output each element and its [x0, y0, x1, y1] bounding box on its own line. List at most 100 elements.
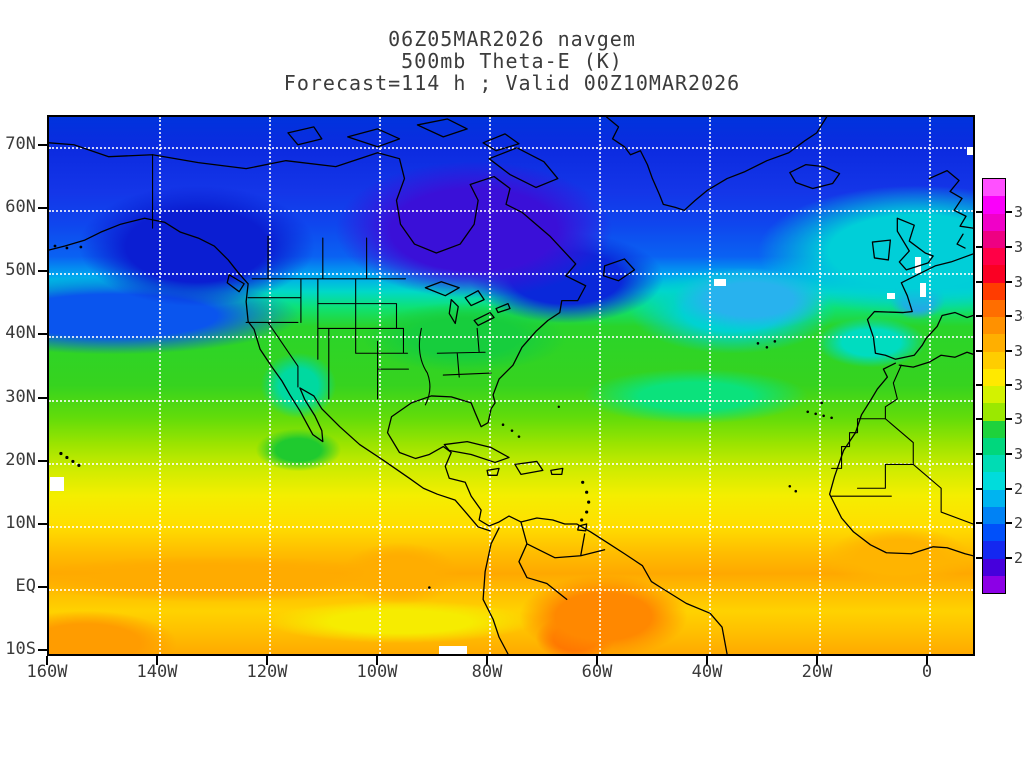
missing-data-patch	[50, 477, 64, 491]
colorbar-tick-label: 276	[1014, 548, 1024, 567]
colorbar-segment	[983, 265, 1005, 283]
island-puerto-rico	[550, 467, 564, 475]
colorbar-segment	[983, 489, 1005, 507]
lat-axis-label: EQ	[15, 576, 36, 596]
grid-line-longitude	[929, 117, 931, 654]
colorbar-segment	[983, 196, 1005, 214]
colorbar-segment	[983, 230, 1005, 248]
lon-axis-tick	[706, 656, 708, 665]
missing-data-patch	[920, 283, 926, 297]
grid-line-longitude	[709, 117, 711, 654]
lat-axis-tick	[38, 523, 47, 525]
grid-line-latitude	[49, 147, 973, 149]
coastline-north-africa-med	[898, 351, 973, 368]
lon-axis-label: 100W	[356, 662, 398, 682]
borders-us-states	[152, 154, 492, 406]
lat-axis-label: 70N	[5, 134, 36, 154]
title-variable: 500mb Theta-E (K)	[401, 49, 623, 73]
colorbar-tick	[1006, 384, 1012, 386]
colorbar-tick	[976, 384, 982, 386]
lat-axis-label: 10N	[5, 513, 36, 533]
colorbar-tick	[976, 314, 982, 317]
lon-axis-tick	[596, 656, 598, 665]
coastline-europe-iberia	[866, 253, 973, 360]
colorbar-tick-label: 306	[1014, 445, 1024, 463]
colorbar-segment	[983, 248, 1005, 266]
colorbar-segment	[983, 299, 1005, 317]
colorbar-tick-label: 354	[1014, 272, 1024, 291]
island-newfoundland	[602, 258, 636, 282]
colorbar-segment	[983, 179, 1005, 197]
colorbar-segment	[983, 403, 1005, 421]
lon-axis-tick	[486, 656, 488, 665]
coastline-north-america-west	[49, 217, 491, 532]
colorbar-segment	[983, 524, 1005, 542]
colorbar-tick	[976, 349, 982, 352]
borders-south-america	[518, 521, 606, 601]
missing-data-patch	[714, 279, 726, 286]
colorbar-tick	[976, 211, 982, 214]
colorbar-segment	[983, 506, 1005, 524]
grid-line-longitude	[489, 117, 491, 654]
lon-axis-tick	[376, 656, 378, 665]
lon-axis-label: 60W	[581, 662, 613, 682]
grid-line-longitude	[379, 117, 381, 654]
colorbar-segment	[983, 541, 1005, 559]
grid-line-latitude	[49, 589, 973, 591]
title-init-model: 06Z05MAR2026 navgem	[388, 27, 636, 51]
lat-axis-label: 60N	[5, 197, 36, 217]
colorbar-tick	[976, 280, 982, 283]
lat-axis-tick	[38, 207, 47, 209]
colorbar-segment	[983, 386, 1005, 404]
lon-axis-label: 140W	[136, 662, 178, 682]
colorbar-segment	[983, 575, 1005, 593]
grid-line-longitude	[599, 117, 601, 654]
arctic-islands	[287, 118, 559, 189]
coastline-north-america-east	[49, 142, 728, 654]
coastline-scandinavia	[928, 169, 973, 249]
coastline-africa-west	[828, 362, 973, 557]
colorbar-tick	[976, 487, 982, 490]
colorbar-segment	[983, 368, 1005, 386]
island-ireland	[871, 239, 892, 261]
colorbar-tick	[1006, 349, 1012, 352]
island-iceland	[789, 163, 841, 190]
colorbar-tick	[976, 246, 982, 248]
lat-axis-tick	[38, 270, 47, 272]
colorbar-segment	[983, 213, 1005, 231]
colorbar-segment	[983, 420, 1005, 438]
colorbar-tick	[976, 453, 982, 455]
lat-axis-label: 50N	[5, 260, 36, 280]
colorbar-tick	[1006, 453, 1012, 455]
title-valid: Forecast=114 h ; Valid 00Z10MAR2026	[283, 71, 741, 95]
island-cuba	[443, 440, 510, 464]
lat-axis-tick	[38, 397, 47, 399]
lon-axis-tick	[926, 656, 928, 665]
grid-line-latitude	[49, 526, 973, 528]
colorbar-tick-label: 327	[1014, 376, 1024, 394]
colorbar-tick	[1006, 314, 1012, 317]
coastline-south-america-west	[482, 527, 509, 654]
grid-line-latitude	[49, 273, 973, 275]
island-jamaica	[486, 467, 500, 476]
missing-data-patch	[439, 646, 467, 654]
borders-africa	[831, 364, 973, 525]
lat-axis-label: 40N	[5, 323, 36, 343]
island-hispaniola	[514, 460, 544, 475]
lat-axis-label: 10S	[5, 639, 36, 659]
grid-line-latitude	[49, 400, 973, 402]
missing-data-patch	[915, 257, 921, 273]
lon-axis-tick	[266, 656, 268, 665]
colorbar-segment	[983, 334, 1005, 352]
colorbar-segment	[983, 317, 1005, 335]
colorbar-tick	[1006, 556, 1012, 559]
lon-axis-label: 160W	[26, 662, 68, 682]
colorbar-tick	[1006, 487, 1012, 490]
lon-axis-label: 20W	[801, 662, 833, 682]
lat-axis-label: 20N	[5, 450, 36, 470]
grid-line-latitude	[49, 210, 973, 212]
missing-data-patch	[887, 293, 895, 299]
colorbar-tick	[1006, 246, 1012, 248]
lon-axis-tick	[46, 656, 48, 665]
lon-axis-tick	[816, 656, 818, 665]
